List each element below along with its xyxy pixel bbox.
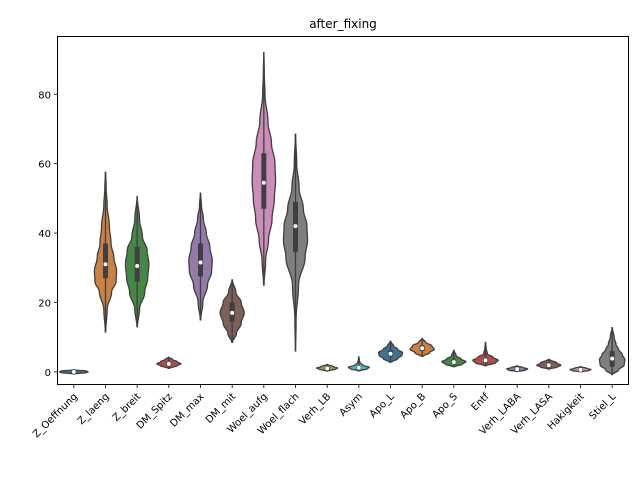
violin-entf bbox=[472, 341, 499, 367]
violin-median-point bbox=[419, 345, 425, 351]
violin-verh-lb bbox=[316, 363, 339, 372]
chart-title: after_fixing bbox=[309, 17, 377, 31]
y-tick-label: 0 bbox=[45, 368, 51, 379]
violin-apo-b bbox=[409, 337, 435, 357]
violin-median-point bbox=[292, 223, 299, 229]
violin-median-point bbox=[134, 263, 140, 269]
violin-median-point bbox=[609, 356, 615, 362]
x-tick-label-z-laeng: Z_laeng bbox=[76, 391, 112, 427]
violin-median-point bbox=[102, 261, 109, 267]
y-axis: 0 20 40 60 80 bbox=[38, 90, 58, 379]
violin-iqr-box bbox=[103, 243, 108, 279]
violin-asym bbox=[347, 356, 370, 372]
violin-median-point bbox=[197, 259, 204, 266]
y-tick-label: 20 bbox=[38, 298, 51, 309]
violin-median-point bbox=[356, 365, 362, 371]
x-tick-label-entf: Entf bbox=[470, 391, 492, 413]
violin-z-breit bbox=[124, 195, 150, 328]
y-tick-label: 80 bbox=[38, 90, 51, 101]
x-tick-label-dm-max: DM_max bbox=[168, 391, 206, 429]
x-tick-label-apo-l: Apo_L bbox=[368, 391, 397, 420]
x-tick-label-apo-s: Apo_S bbox=[430, 391, 459, 420]
violin-z-oeffnung bbox=[58, 369, 89, 375]
violin-median-point bbox=[577, 367, 584, 373]
violin-layer bbox=[58, 51, 626, 376]
violin-median-point bbox=[514, 366, 520, 372]
x-tick-label-asym: Asym bbox=[338, 391, 365, 418]
violin-woel-flach bbox=[282, 133, 309, 352]
violin-hakigkeit bbox=[569, 366, 592, 373]
violin-dm-mit bbox=[219, 279, 245, 344]
x-tick-label-apo-b: Apo_B bbox=[398, 391, 428, 421]
violin-woel-aufg bbox=[251, 51, 277, 286]
violin-dm-spitz bbox=[156, 356, 182, 370]
y-tick-label: 60 bbox=[38, 160, 51, 171]
violin-median-point bbox=[229, 310, 235, 316]
x-tick-label-z-oeffnung: Z_Oeffnung bbox=[31, 391, 80, 440]
violin-apo-s bbox=[441, 349, 467, 368]
violin-iqr-box bbox=[198, 243, 203, 277]
violin-median-point bbox=[71, 369, 77, 375]
violin-verh-laba bbox=[506, 365, 529, 373]
violin-stiel-l bbox=[598, 327, 626, 376]
violin-median-point bbox=[324, 365, 330, 371]
plot-frame bbox=[57, 36, 629, 385]
violin-apo-l bbox=[377, 340, 404, 363]
y-tick-label: 40 bbox=[38, 229, 51, 240]
violin-median-point bbox=[546, 362, 552, 368]
violin-dm-max bbox=[188, 192, 213, 321]
violin-verh-lasa bbox=[536, 358, 562, 370]
violin-median-point bbox=[166, 361, 172, 367]
violin-median-point bbox=[482, 357, 489, 364]
violin-median-point bbox=[451, 359, 457, 365]
violin-z-laeng bbox=[93, 171, 118, 333]
x-tick-label-verh-lb: Verh_LB bbox=[297, 391, 333, 427]
violin-median-point bbox=[387, 351, 394, 357]
x-tick-label-stiel-l: Stiel_L bbox=[587, 391, 618, 422]
violin-median-point bbox=[261, 180, 267, 186]
